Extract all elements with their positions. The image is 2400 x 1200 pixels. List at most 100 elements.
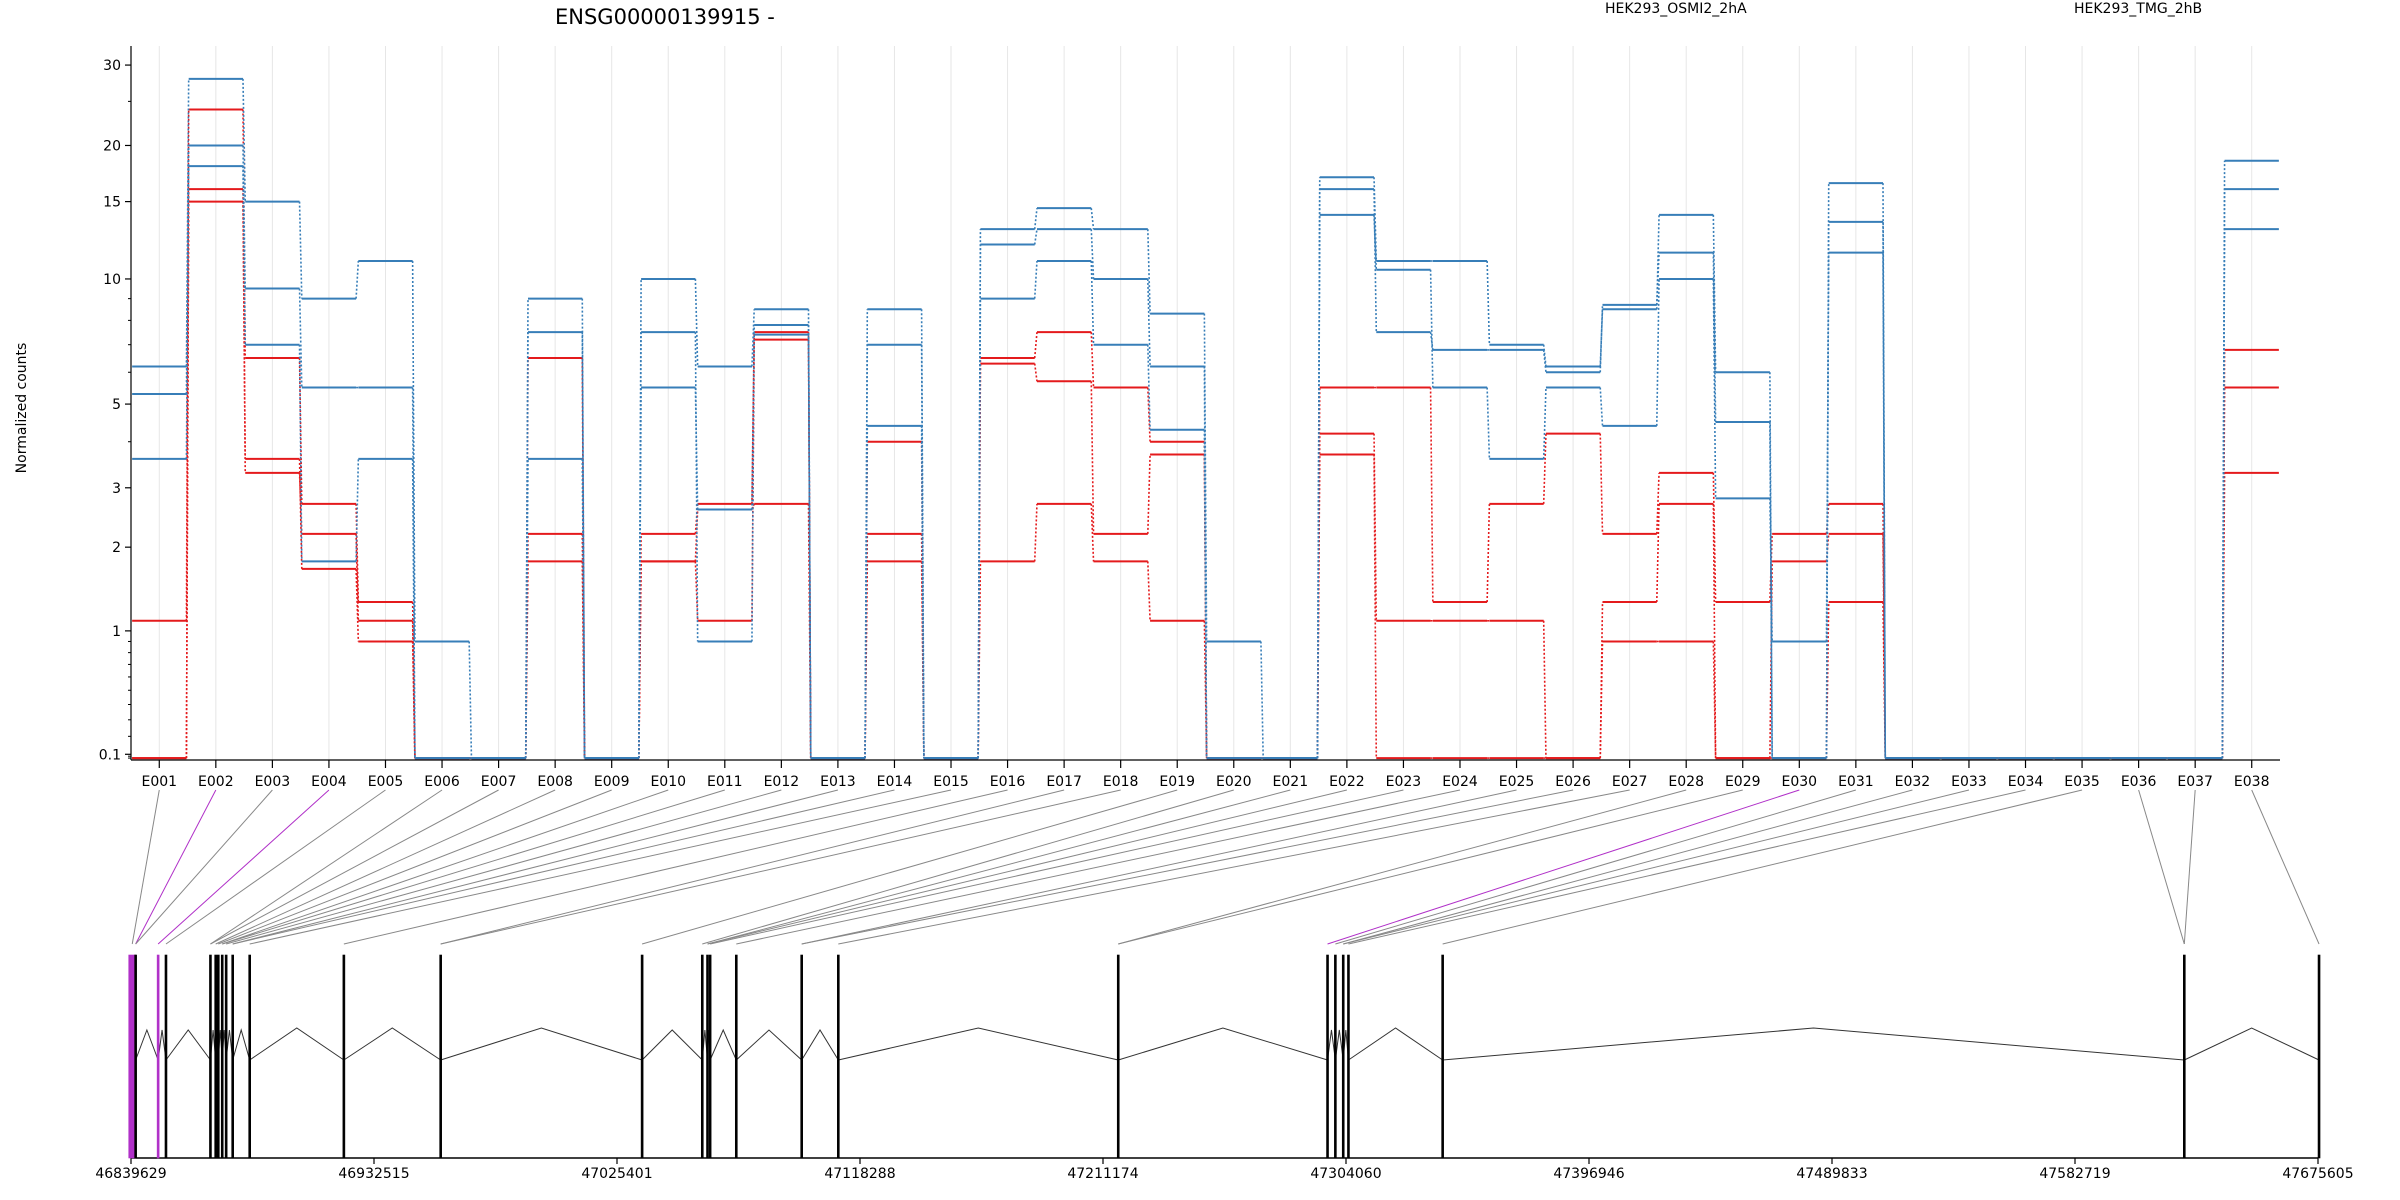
- exon-link-e030: [1327, 789, 1800, 945]
- genomic-tick-label: 47396946: [1553, 1166, 1624, 1182]
- intron: [1442, 1027, 2185, 1061]
- intron: [641, 1029, 703, 1061]
- series-connector: [1429, 387, 1434, 603]
- series-connector: [920, 425, 925, 759]
- exon-link-e035: [1442, 789, 2083, 945]
- exon: [224, 954, 228, 1159]
- series-connector: [242, 166, 247, 345]
- y-axis-label: Normalized counts: [14, 343, 30, 474]
- series-connector: [1486, 387, 1491, 459]
- y-tick-label: 30: [103, 58, 121, 74]
- series-connector: [1825, 252, 1830, 642]
- exon-link-e010: [222, 789, 669, 945]
- series-connector: [977, 298, 982, 759]
- intron: [1118, 1027, 1328, 1061]
- intron: [157, 1029, 167, 1061]
- y-tick-label: 5: [112, 397, 121, 413]
- exon: [1441, 954, 1444, 1159]
- series-connector: [185, 109, 190, 621]
- x-tick-label-e007: E007: [481, 774, 517, 790]
- x-tick-label-e008: E008: [537, 774, 573, 790]
- series-connector: [242, 78, 247, 202]
- x-tick-label-e006: E006: [424, 774, 460, 790]
- y-tick-label: 15: [103, 195, 121, 211]
- series-connector: [1316, 454, 1321, 759]
- series-connector: [185, 201, 190, 759]
- series-lines: [132, 77, 2279, 760]
- series-connector: [1486, 503, 1491, 603]
- x-tick-label-e019: E019: [1159, 774, 1195, 790]
- x-tick-label-e028: E028: [1668, 774, 1704, 790]
- genomic-tick-label: 47675605: [2282, 1166, 2353, 1182]
- genomic-tick-label: 47304060: [1310, 1166, 1381, 1182]
- series-connector: [1655, 252, 1660, 305]
- series-connector: [1147, 344, 1151, 430]
- exon-link-e002: [135, 789, 217, 945]
- series-connector: [638, 387, 642, 759]
- x-tick-label-e023: E023: [1386, 774, 1422, 790]
- series-connector: [298, 288, 303, 388]
- x-tick-label-e010: E010: [650, 774, 686, 790]
- intron-lines: [131, 1027, 2320, 1061]
- series-connector: [1090, 503, 1095, 562]
- exon: [1326, 954, 1329, 1159]
- exon-link-e005: [165, 789, 386, 945]
- series-connector: [1033, 208, 1038, 230]
- intron: [735, 1029, 803, 1061]
- exon-link-e025: [801, 789, 1517, 945]
- series-connector: [581, 332, 586, 759]
- genomic-tick-label: 47582719: [2039, 1166, 2110, 1182]
- intron: [709, 1028, 737, 1061]
- series-connector: [1599, 641, 1604, 759]
- series-connector: [1033, 260, 1038, 299]
- series-connector: [1147, 561, 1151, 621]
- series-connector: [1090, 260, 1095, 345]
- x-tick-label-e030: E030: [1782, 774, 1818, 790]
- exon-link-e019: [641, 789, 1178, 945]
- intron: [135, 1028, 159, 1061]
- x-tick-label-e015: E015: [933, 774, 969, 790]
- exon: [837, 954, 840, 1159]
- genomic-tick-label: 47211174: [1067, 1166, 1138, 1182]
- intron: [838, 1027, 1119, 1061]
- x-tick-label-e021: E021: [1273, 774, 1309, 790]
- exon: [164, 954, 168, 1159]
- legend-label-osmi2: HEK293_OSMI2_2hA: [1605, 1, 1747, 17]
- series-6: [132, 165, 2279, 760]
- x-tick-label-e024: E024: [1442, 774, 1478, 790]
- exon-link-e004: [157, 789, 330, 945]
- series-connector: [1090, 208, 1095, 230]
- series-connector: [694, 278, 699, 367]
- exon-link-e023: [710, 789, 1404, 945]
- series-connector: [1599, 433, 1604, 534]
- genomic-tick-label: 46932515: [338, 1166, 409, 1182]
- chart-title: ENSG00000139915 -: [555, 5, 775, 29]
- exon-link-e038: [2251, 789, 2320, 945]
- intron: [249, 1027, 345, 1061]
- exon-link-e028: [1118, 789, 1687, 945]
- exon: [1347, 954, 1350, 1159]
- exon-link-e021: [707, 789, 1291, 945]
- series-connector: [1429, 269, 1434, 388]
- exon: [439, 954, 442, 1159]
- series-connector: [2221, 472, 2226, 759]
- series-connector: [694, 509, 699, 562]
- gene-model: 46839629 46932515 47025401 47118288 47211174…: [95, 954, 2354, 1182]
- series-connector: [751, 334, 756, 510]
- series-connector: [1486, 260, 1491, 345]
- y-tick-label: 0.1: [99, 747, 121, 763]
- intron: [440, 1027, 643, 1061]
- series-connector: [864, 344, 869, 759]
- x-tick-label-e026: E026: [1555, 774, 1591, 790]
- y-tick-label: 2: [112, 540, 121, 556]
- exon-link-e013: [232, 789, 839, 945]
- series-connector: [1542, 387, 1547, 459]
- x-tick-label-e018: E018: [1103, 774, 1139, 790]
- exon-link-e015: [249, 789, 952, 945]
- x-tick-label-e002: E002: [198, 774, 234, 790]
- series-connector: [1882, 252, 1887, 759]
- series-connector: [694, 332, 699, 642]
- exon: [209, 954, 212, 1159]
- series-connector: [581, 561, 586, 759]
